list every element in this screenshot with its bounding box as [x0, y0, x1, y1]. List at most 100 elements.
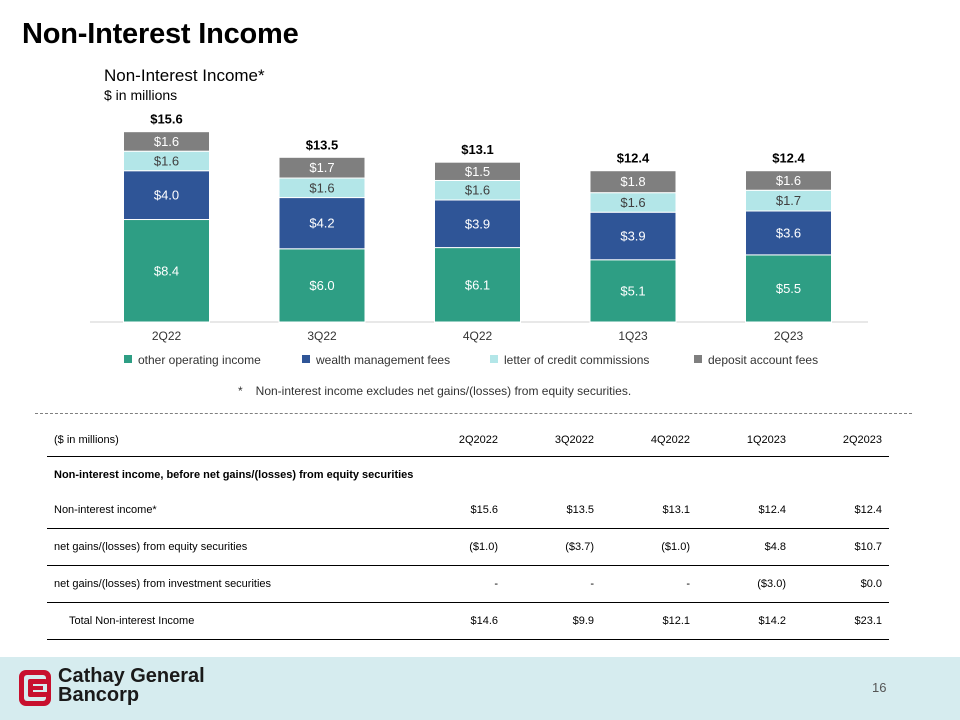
bar-total-label: $13.1 — [461, 142, 494, 157]
legend-label: deposit account fees — [708, 353, 819, 367]
bar-value-label: $1.7 — [776, 193, 801, 208]
table-row-label: net gains/(losses) from investment secur… — [47, 565, 409, 603]
legend-item-other-operating-income: other operating income — [124, 353, 261, 367]
table-header-cell: 4Q2022 — [601, 423, 697, 457]
table-cell: ($1.0) — [601, 528, 697, 566]
legend-swatch — [124, 355, 132, 363]
table-cell: $4.8 — [697, 528, 793, 566]
chart-subtitle: $ in millions — [104, 87, 178, 103]
footnote-mark: * — [238, 384, 243, 398]
x-tick-label: 2Q22 — [152, 329, 182, 343]
table-cell: ($3.0) — [697, 565, 793, 603]
table-header-cell: 2Q2023 — [793, 423, 889, 457]
bar-value-label: $1.8 — [620, 174, 645, 189]
bar-value-label: $1.7 — [309, 160, 334, 175]
brand-name-line2: Bancorp — [58, 684, 140, 706]
table-cell: - — [601, 565, 697, 603]
legend-swatch — [694, 355, 702, 363]
table-cell: - — [505, 565, 601, 603]
bar-value-label: $1.6 — [154, 134, 179, 149]
bar-value-label: $5.5 — [776, 281, 801, 296]
bar-value-label: $1.6 — [465, 183, 490, 198]
table-section-title: Non-interest income, before net gains/(l… — [54, 468, 414, 481]
page-title: Non-Interest Income — [22, 18, 299, 50]
bar-value-label: $5.1 — [620, 283, 645, 298]
legend-swatch — [302, 355, 310, 363]
x-tick-label: 2Q23 — [774, 329, 804, 343]
table-row: Non-interest income* $15.6 $13.5 $13.1 $… — [47, 492, 889, 529]
table-cell: ($3.7) — [505, 528, 601, 566]
bar-value-label: $3.9 — [465, 216, 490, 231]
table-cell: $9.9 — [505, 602, 601, 640]
table-cell: - — [409, 565, 505, 603]
x-tick-label: 4Q22 — [463, 329, 493, 343]
bar-segment — [434, 247, 521, 323]
table-row: net gains/(losses) from equity securitie… — [47, 528, 889, 566]
legend-item-deposit-account-fees: deposit account fees — [694, 353, 818, 367]
table-cell: $13.1 — [601, 492, 697, 529]
bar-value-label: $6.0 — [309, 278, 334, 293]
bar-value-label: $3.9 — [620, 228, 645, 243]
bar-segment — [745, 210, 832, 256]
table-row-label: net gains/(losses) from equity securitie… — [47, 528, 409, 566]
bar-value-label: $1.6 — [309, 180, 334, 195]
bar-value-label: $8.4 — [154, 263, 179, 278]
brand-name: Cathay General Bancorp — [58, 665, 205, 706]
table-header-cell: 1Q2023 — [697, 423, 793, 457]
bar-value-label: $4.2 — [309, 216, 334, 231]
table-row-label: Non-interest income* — [47, 492, 409, 529]
reconciliation-table: ($ in millions) 2Q2022 3Q2022 4Q2022 1Q2… — [47, 423, 889, 640]
x-tick-label: 3Q22 — [307, 329, 337, 343]
bar-segment — [589, 211, 677, 261]
table-row-total: Total Non-interest Income $14.6 $9.9 $12… — [47, 602, 889, 640]
bar-total-label: $12.4 — [772, 151, 805, 166]
bar-total-label: $15.6 — [150, 112, 183, 127]
table-cell: $12.4 — [793, 492, 889, 529]
table-header-cell: ($ in millions) — [47, 423, 409, 457]
table-cell: $12.1 — [601, 602, 697, 640]
bar-segment — [745, 254, 832, 323]
bar-total-label: $12.4 — [617, 151, 650, 166]
chart-footnote: * Non-interest income excludes net gains/… — [238, 384, 631, 398]
legend-label: letter of credit commissions — [504, 353, 650, 367]
table-section-row: Non-interest income, before net gains/(l… — [47, 457, 889, 493]
table-cell: $14.2 — [697, 602, 793, 640]
legend-label: wealth management fees — [316, 353, 451, 367]
bar-value-label: $1.5 — [465, 164, 490, 179]
footnote-text: Non-interest income excludes net gains/(… — [255, 384, 632, 398]
table-cell: $0.0 — [793, 565, 889, 603]
dashed-divider — [35, 413, 912, 414]
bar-value-label: $1.6 — [776, 173, 801, 188]
x-tick-label: 1Q23 — [618, 329, 648, 343]
legend-item-wealth-management-fees: wealth management fees — [302, 353, 450, 367]
table-cell: $13.5 — [505, 492, 601, 529]
bar-value-label: $1.6 — [620, 195, 645, 210]
bar-value-label: $3.6 — [776, 225, 801, 240]
legend-swatch — [490, 355, 498, 363]
table-cell: $12.4 — [697, 492, 793, 529]
bar-segment — [123, 170, 210, 221]
table-cell: ($1.0) — [409, 528, 505, 566]
bar-segment — [278, 248, 366, 323]
table-cell: $15.6 — [409, 492, 505, 529]
chart-title: Non-Interest Income* — [104, 66, 265, 85]
bar-segment — [278, 197, 366, 250]
footer-band — [0, 657, 960, 720]
bar-value-label: $4.0 — [154, 188, 179, 203]
brand-name-line1: Cathay General — [58, 665, 205, 687]
table-row: net gains/(losses) from investment secur… — [47, 565, 889, 603]
table-header-cell: 2Q2022 — [409, 423, 505, 457]
bar-segment — [278, 156, 366, 179]
table-cell: $14.6 — [409, 602, 505, 640]
bar-segment — [745, 170, 832, 191]
table-row-label: Total Non-interest Income — [47, 602, 409, 640]
table-cell: $10.7 — [793, 528, 889, 566]
legend-item-letter-of-credit-commissions: letter of credit commissions — [490, 353, 649, 367]
bar-segment — [123, 131, 210, 152]
bar-segment — [434, 161, 521, 181]
table-cell: $23.1 — [793, 602, 889, 640]
bar-segment — [589, 259, 677, 323]
stacked-bar-chart: $8.4 $4.0 $1.6 $1.6 $15.6 2Q22 $6.0 $4.2 $1.6 $1.… — [90, 112, 868, 343]
table-header-cell: 3Q2022 — [505, 423, 601, 457]
bar-value-label: $1.6 — [154, 153, 179, 168]
